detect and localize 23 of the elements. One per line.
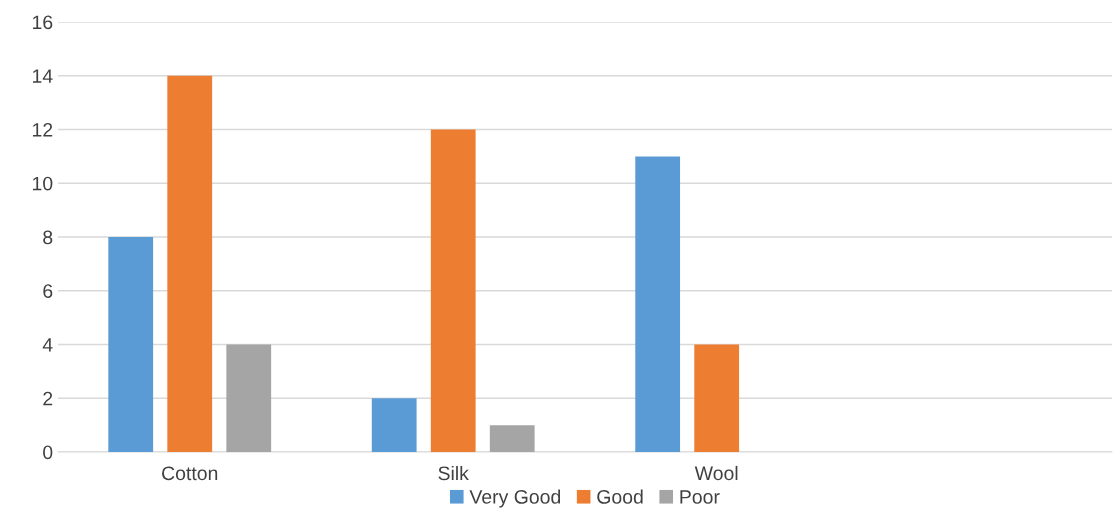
y-tick-label: 16 [33,15,53,30]
legend-label: Very Good [469,489,561,508]
y-tick-label: 12 [33,122,53,137]
bar [635,156,681,452]
x-tick-label: Cotton [162,466,218,481]
x-tick-label: Wool [694,465,738,481]
legend-label: Poor [680,490,720,504]
y-tick-label: 2 [43,391,53,406]
y-tick-label: 8 [43,230,53,245]
bar [226,344,272,452]
bar [108,237,154,452]
legend-label: Good [597,489,643,504]
bar [167,75,213,452]
y-tick-label: 0 [43,445,53,460]
y-tick-label: 4 [42,338,53,352]
bar [430,129,476,452]
bar [371,398,417,452]
x-tick-label: Silk [438,465,469,481]
y-tick-label: 14 [33,69,53,83]
y-tick-label: 10 [33,176,53,191]
bar [694,344,740,452]
y-tick-label: 6 [43,284,53,298]
bar [489,425,535,452]
